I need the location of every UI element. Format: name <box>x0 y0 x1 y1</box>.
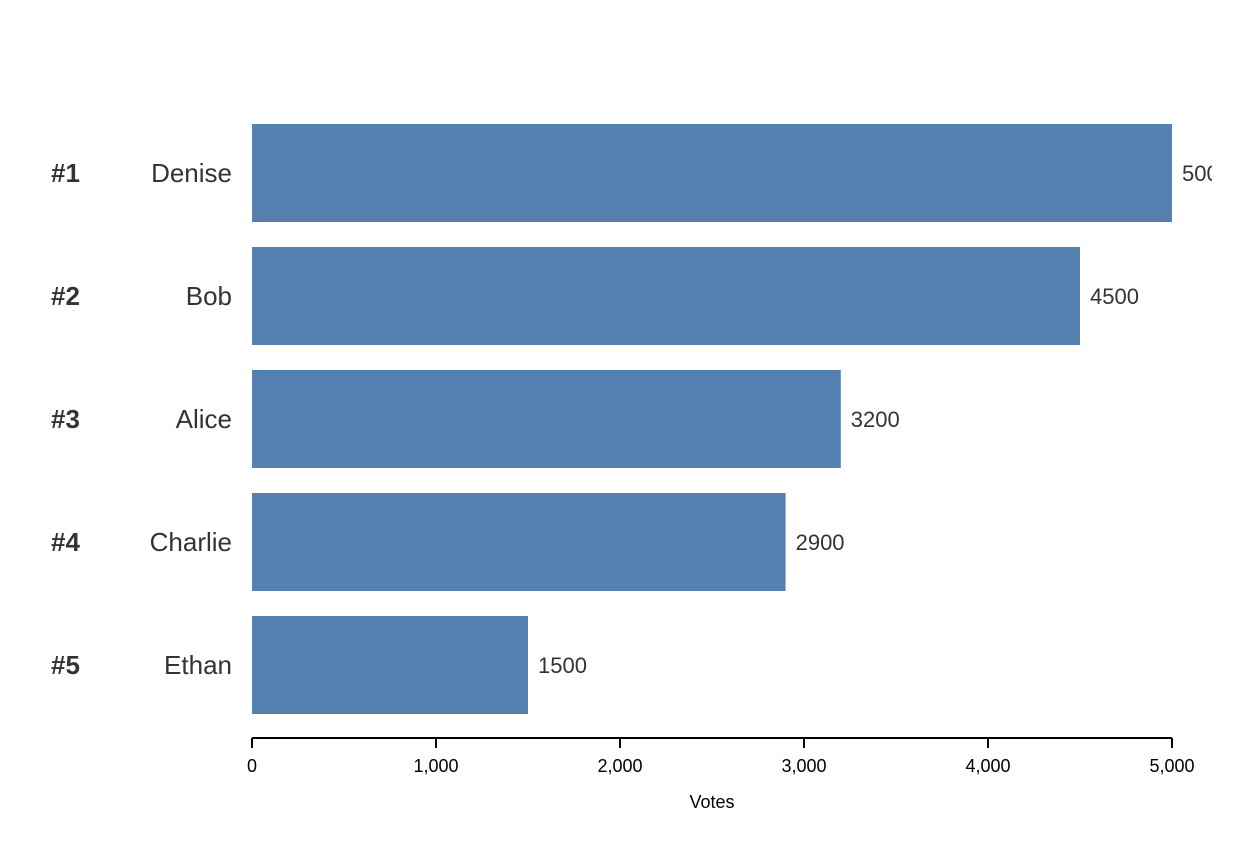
category-label: Denise <box>151 158 232 188</box>
rank-label: #2 <box>51 281 80 311</box>
category-label: Charlie <box>150 527 232 557</box>
value-label: 5000 <box>1182 161 1231 186</box>
rank-label: #5 <box>51 650 80 680</box>
bar-denise <box>252 124 1172 222</box>
value-label: 1500 <box>538 653 587 678</box>
rank-label: #3 <box>51 404 80 434</box>
x-axis-title: Votes <box>689 792 734 812</box>
x-tick-label: 4,000 <box>965 756 1010 776</box>
x-tick-label: 1,000 <box>413 756 458 776</box>
bar-alice <box>252 370 841 468</box>
bars-layer <box>252 124 1172 714</box>
x-tick-label: 0 <box>247 756 257 776</box>
category-label: Ethan <box>164 650 232 680</box>
bar-charlie <box>252 493 786 591</box>
bar-bob <box>252 247 1080 345</box>
category-label: Alice <box>176 404 232 434</box>
value-label: 4500 <box>1090 284 1139 309</box>
rank-label: #1 <box>51 158 80 188</box>
bar-ethan <box>252 616 528 714</box>
x-tick-label: 5,000 <box>1149 756 1194 776</box>
labels-layer: 5000 4500 3200 2900 1500 <box>538 161 1231 678</box>
value-label: 3200 <box>851 407 900 432</box>
rank-label: #4 <box>51 527 80 557</box>
category-label: Bob <box>186 281 232 311</box>
x-tick-label: 3,000 <box>781 756 826 776</box>
x-tick-label: 2,000 <box>597 756 642 776</box>
value-label: 2900 <box>796 530 845 555</box>
x-axis: 0 1,000 2,000 3,000 4,000 5,000 <box>247 737 1195 776</box>
